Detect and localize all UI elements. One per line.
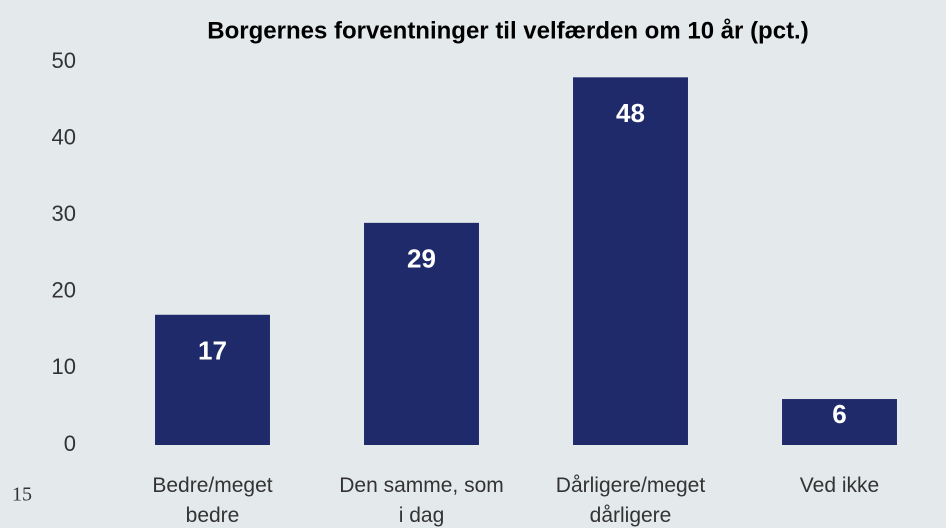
page-number: 15: [12, 484, 32, 506]
y-tick-label: 0: [64, 431, 76, 456]
x-tick-label: Dårligere/meget dårligere: [556, 474, 706, 527]
bar: [782, 399, 897, 445]
value-label: 6: [832, 399, 846, 429]
x-tick-label: Den samme, som i dag: [339, 474, 504, 527]
y-tick-label: 30: [52, 201, 76, 226]
bar: [364, 222, 479, 445]
bar: [573, 77, 688, 445]
y-tick-label: 40: [52, 124, 76, 149]
value-label: 48: [616, 98, 645, 128]
y-tick-label: 10: [52, 354, 76, 379]
bar: [155, 314, 270, 445]
chart-title: Borgernes forventninger til velfærden om…: [207, 17, 808, 44]
value-label: 17: [198, 336, 227, 366]
x-tick-label: Ved ikke: [800, 474, 879, 497]
y-tick-label: 20: [52, 278, 76, 303]
x-tick-label: Bedre/meget bedre: [152, 474, 272, 527]
y-tick-label: 50: [52, 48, 76, 73]
value-label: 29: [407, 244, 436, 274]
